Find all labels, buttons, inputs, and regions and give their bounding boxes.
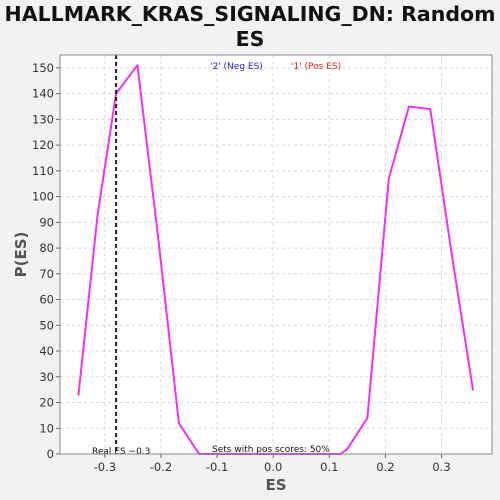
x-tick-label: 0.2 [376,460,394,474]
y-tick-label: 60 [39,293,54,307]
plot-border [59,54,493,455]
y-tick-label: 100 [32,190,54,204]
y-tick-label: 20 [39,396,54,410]
pos-scores-label: Sets with pos scores: 50% [212,445,330,455]
legend-neg-es: '2' (Neg ES) [210,62,263,72]
real-es-label: Real ES −0.3 [92,447,150,457]
data-point [177,422,180,425]
y-tick-label: 130 [32,112,54,126]
y-tick-label: 40 [39,344,54,358]
data-point [387,177,390,180]
x-tick-label: 0.1 [320,460,338,474]
data-point [136,64,139,67]
data-point [96,213,99,216]
data-point [366,416,369,419]
y-tick-label: 10 [39,421,54,435]
data-point [429,108,432,111]
x-tick-label: -0.3 [94,460,116,474]
grid [60,55,492,455]
data-point [156,231,159,234]
y-tick-label: 120 [32,138,54,152]
chart-title-line-1: HALLMARK_KRAS_SIGNALING_DN: Random ES [4,2,496,51]
y-tick-label: 70 [39,267,54,281]
y-tick-label: 90 [39,215,54,229]
axis-ticks: 0 10 20 30 40 50 60 70 80 90 100 110 120 130 140 150 -0.… [32,61,451,474]
y-tick-label: 0 [47,447,54,461]
y-axis-title: P(ES) [12,232,30,278]
y-tick-label: 110 [32,164,54,178]
legend-pos-es: '1' (Pos ES) [291,62,341,72]
x-tick-label: -0.2 [150,460,172,474]
y-tick-label: 50 [39,318,54,332]
y-tick-label: 30 [39,370,54,384]
x-tick-label: 0.0 [264,460,282,474]
y-tick-label: 80 [39,241,54,255]
y-tick-label: 150 [32,61,54,75]
x-tick-label: 0.3 [432,460,450,474]
data-point [407,105,410,108]
x-tick-label: -0.1 [206,460,228,474]
data-point [471,388,474,391]
y-tick-label: 140 [32,87,54,101]
data-point [346,447,349,450]
plot-area [60,55,492,454]
data-point [77,393,80,396]
x-axis-title: ES [265,476,286,494]
data-point [450,252,453,255]
